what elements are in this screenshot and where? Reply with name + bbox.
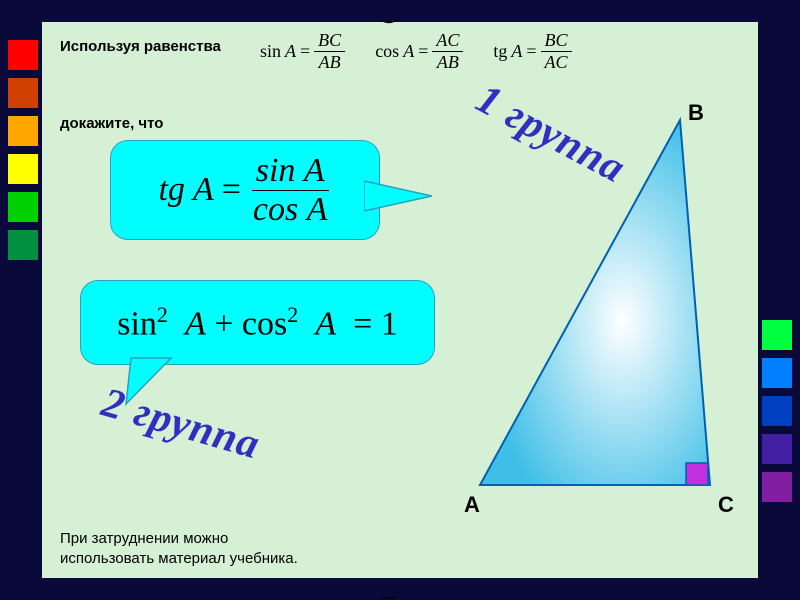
color-tab: [762, 434, 792, 464]
c1-arg: A: [193, 171, 214, 209]
color-tab: [8, 116, 38, 146]
c2-p2: 2: [287, 302, 298, 327]
hint-line-1: При затруднении можно: [60, 530, 228, 547]
color-tab: [8, 230, 38, 260]
vertex-a: A: [464, 492, 480, 518]
triangle: [460, 105, 750, 505]
c1-num-fn: sin: [256, 152, 296, 189]
c2-a1: A: [185, 305, 206, 342]
color-tab: [762, 472, 792, 502]
color-tab: [762, 396, 792, 426]
callout-1-tail: [364, 176, 434, 226]
c2-p1: 2: [157, 302, 168, 327]
prove-text: докажите, что: [60, 115, 163, 132]
ornament-top: ⏝: [380, 2, 397, 23]
c2-a2: A: [315, 305, 336, 342]
color-tab: [762, 320, 792, 350]
color-tab: [8, 40, 38, 70]
formula-set: sinA=BCAB cosA=ACAB tgA=BCAC: [260, 30, 572, 73]
c1-fn: tg: [158, 171, 184, 209]
color-tab: [8, 78, 38, 108]
color-tab: [8, 154, 38, 184]
color-tab: [762, 358, 792, 388]
triangle-svg: [460, 105, 750, 505]
c1-num-arg: A: [304, 152, 325, 189]
vertex-c: C: [718, 492, 734, 518]
using-text: Используя равенства: [60, 38, 221, 55]
c2-cos: cos: [242, 305, 287, 342]
color-tab: [8, 192, 38, 222]
hint-line-2: использовать материал учебника.: [60, 550, 298, 567]
c2-rhs: 1: [381, 305, 398, 342]
ornament-bottom: ⏝: [380, 578, 397, 599]
formula-item: cosA=ACAB: [375, 30, 463, 73]
c2-plus: +: [214, 305, 233, 342]
c1-den-arg: A: [307, 191, 328, 228]
c2-sin: sin: [117, 305, 157, 342]
callout-formula-2: sin2 A + cos2 A = 1: [80, 280, 435, 365]
c1-den-fn: cos: [253, 191, 298, 228]
formula-item: tgA=BCAC: [493, 30, 571, 73]
formula-item: sinA=BCAB: [260, 30, 345, 73]
callout-formula-1: tgA = sin A cos A: [110, 140, 380, 240]
vertex-b: B: [688, 100, 704, 126]
c2-eq: =: [353, 305, 372, 342]
